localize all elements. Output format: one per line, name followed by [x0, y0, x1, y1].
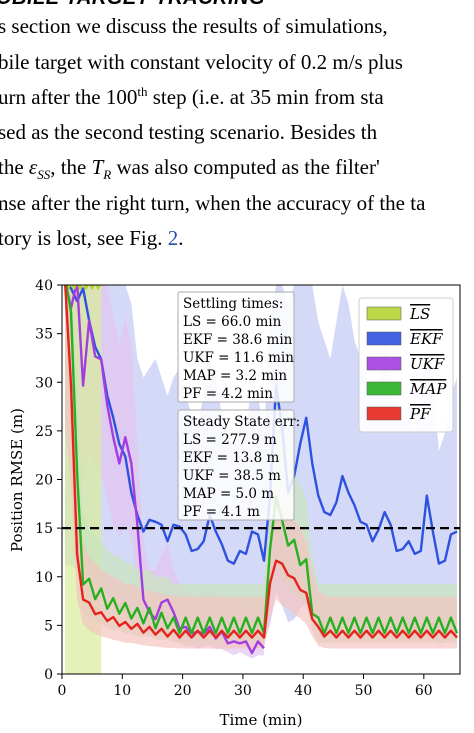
band-pf [65, 285, 457, 649]
settling-line: EKF = 38.6 min [183, 332, 293, 348]
settling-line: UKF = 11.6 min [183, 350, 294, 366]
y-tick-label: 35 [35, 327, 53, 343]
legend: LS EKF UKF MAP PF [358, 297, 454, 433]
legend-label-pf: PF [409, 405, 431, 423]
steady-state-box: Steady State err: LS = 277.9 m EKF = 13.… [177, 409, 300, 521]
y-tick-label: 40 [35, 278, 53, 294]
settling-title: Settling times: [183, 296, 283, 312]
text-line-6: nse after the right turn, when the accur… [0, 191, 426, 215]
legend-swatch-ls [366, 306, 402, 321]
legend-label-ekf: EKF [409, 330, 443, 348]
legend-swatch-ekf [366, 331, 402, 346]
steady-line: MAP = 5.0 m [183, 486, 274, 502]
steady-line: EKF = 13.8 m [183, 450, 280, 466]
y-tick-label: 15 [35, 521, 53, 537]
steady-line: LS = 277.9 m [183, 432, 277, 448]
x-tick-label: 10 [113, 683, 131, 699]
y-tick-label: 20 [35, 473, 53, 489]
text-line-5: the εSS, the TR was also computed as the… [0, 155, 380, 183]
y-tick-label: 10 [35, 570, 53, 586]
axes: 0 10 20 30 40 50 60 0 5 10 15 20 25 30 35 40 [35, 278, 433, 699]
settling-times-box: Settling times: LS = 66.0 min EKF = 38.6… [177, 291, 295, 403]
section-heading: OBILE TARGET TRACKING [0, 0, 265, 10]
x-tick-label: 40 [294, 683, 312, 699]
legend-swatch-map [366, 381, 402, 396]
settling-line: LS = 66.0 min [183, 314, 282, 330]
rmse-chart: 0 10 20 30 40 50 60 0 5 10 15 20 25 30 35 40 Time (min)… [8, 278, 461, 729]
settling-line: PF = 4.2 min [183, 386, 273, 402]
text-line-1: s section we discuss the results of simu… [0, 14, 388, 38]
x-tick-label: 0 [58, 683, 67, 699]
text-line-3: urn after the 100th step (i.e. at 35 min… [0, 84, 384, 109]
line-ukf [64, 285, 265, 655]
steady-title: Steady State err: [183, 414, 300, 430]
legend-swatch-pf [366, 406, 402, 421]
legend-label-ukf: UKF [410, 355, 445, 373]
body-text: OBILE TARGET TRACKING s section we discu… [0, 0, 474, 250]
figure-link[interactable]: 2 [167, 226, 179, 250]
legend-swatch-ukf [366, 356, 402, 371]
x-tick-label: 50 [355, 683, 373, 699]
legend-label-ls: LS [409, 305, 430, 323]
text-line-4: sed as the second testing scenario. Besi… [0, 120, 378, 144]
text-line-7: tory is lost, see Fig. 2. [0, 226, 184, 250]
x-tick-label: 20 [174, 683, 192, 699]
steady-line: UKF = 38.5 m [183, 468, 281, 484]
y-tick-label: 25 [35, 424, 53, 440]
band-ukf [65, 285, 265, 659]
y-tick-label: 0 [44, 667, 53, 683]
x-tick-label: 30 [234, 683, 252, 699]
y-tick-label: 5 [44, 618, 53, 634]
steady-line: PF = 4.1 m [183, 504, 260, 520]
legend-label-map: MAP [409, 380, 447, 398]
text-line-2: bile target with constant velocity of 0.… [0, 50, 403, 74]
x-axis-label: Time (min) [219, 711, 302, 729]
line-pf [64, 285, 458, 639]
line-map [65, 285, 459, 635]
x-tick-label: 60 [415, 683, 433, 699]
settling-line: MAP = 3.2 min [183, 368, 287, 384]
y-tick-label: 30 [35, 375, 53, 391]
y-axis-label: Position RMSE (m) [8, 408, 26, 552]
